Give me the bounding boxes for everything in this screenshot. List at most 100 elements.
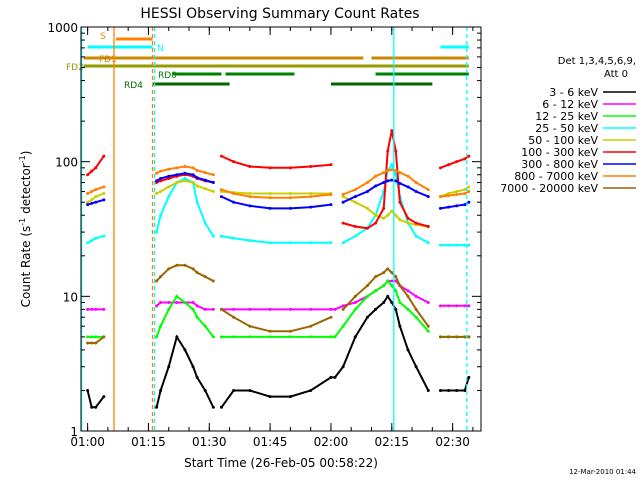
series-point <box>406 294 410 298</box>
series-point <box>102 192 106 196</box>
series-point <box>195 375 199 379</box>
series-point <box>203 221 207 225</box>
series-point <box>86 200 90 204</box>
series-point <box>288 196 292 200</box>
series-point <box>94 307 98 311</box>
series-point <box>86 192 90 196</box>
series-point <box>329 335 333 339</box>
series-point <box>455 335 459 339</box>
series-point <box>463 192 467 196</box>
series-point <box>406 307 410 311</box>
series-point <box>382 206 386 210</box>
series-point <box>309 388 313 392</box>
series-point <box>102 307 106 311</box>
series-point <box>438 335 442 339</box>
series-point <box>191 300 195 304</box>
series-point <box>167 185 171 189</box>
series-point <box>159 213 163 217</box>
series-point <box>353 200 357 204</box>
series-point <box>467 304 471 308</box>
series-point <box>195 176 199 180</box>
series-point <box>268 166 272 170</box>
legend-label: 7000 - 20000 keV <box>500 182 598 195</box>
series-point <box>365 284 369 288</box>
series-point <box>90 307 94 311</box>
series-point <box>268 241 272 245</box>
series-point <box>341 221 345 225</box>
series-point <box>353 294 357 298</box>
y-tick-label: 1000 <box>47 21 78 35</box>
series-point <box>341 200 345 204</box>
series-point <box>195 271 199 275</box>
series-point <box>248 195 252 199</box>
series-point <box>438 206 442 210</box>
series-point <box>155 405 159 409</box>
series-point <box>159 300 163 304</box>
series-point <box>167 174 171 178</box>
series-point <box>102 335 106 339</box>
series-point <box>414 365 418 369</box>
series-point <box>175 335 179 339</box>
y-tick-label: 100 <box>55 156 78 170</box>
series-point <box>191 307 195 311</box>
series-point <box>94 236 98 240</box>
series-point <box>90 169 94 173</box>
series-point <box>365 181 369 185</box>
y-tick-label: 10 <box>63 290 78 304</box>
x-tick-label: 01:45 <box>253 435 288 449</box>
series-point <box>191 166 195 170</box>
legend-label: 800 - 7000 keV <box>514 170 598 183</box>
series-point <box>175 263 179 267</box>
series-point <box>438 195 442 199</box>
series-point <box>426 329 430 333</box>
series-point <box>191 173 195 177</box>
series-point <box>309 335 313 339</box>
legend-label: 50 - 100 keV <box>528 134 598 147</box>
legend-label: 3 - 6 keV <box>549 86 598 99</box>
series-point <box>398 324 402 328</box>
series-point <box>219 405 223 409</box>
series-point <box>390 271 394 275</box>
chart-title: HESSI Observing Summary Count Rates <box>140 6 419 22</box>
series-point <box>398 200 402 204</box>
series-point <box>455 304 459 308</box>
plot-frame <box>80 26 482 432</box>
series-point <box>183 300 187 304</box>
series-point <box>353 307 357 311</box>
series-point <box>248 307 252 311</box>
timestamp: 12-Mar-2010 01:44 <box>569 468 636 476</box>
series-point <box>447 194 451 198</box>
series-point <box>90 341 94 345</box>
series-point <box>374 275 378 279</box>
series-point <box>90 405 94 409</box>
series-point <box>155 230 159 234</box>
flag-bar-label: FD2 <box>66 63 84 73</box>
series-point <box>155 335 159 339</box>
series-point <box>232 335 236 339</box>
x-tick-label: 02:15 <box>374 435 409 449</box>
series-point <box>455 193 459 197</box>
series-point <box>94 341 98 345</box>
series-point <box>167 167 171 171</box>
series-point <box>394 168 398 172</box>
series-point <box>183 165 187 169</box>
series-point <box>447 304 451 308</box>
series-point <box>288 206 292 210</box>
series-point <box>467 243 471 247</box>
series-point <box>447 388 451 392</box>
flag-bar-label: S <box>100 32 106 42</box>
series-point <box>390 209 394 213</box>
series-point <box>159 190 163 194</box>
series-point <box>175 181 179 185</box>
x-axis-label: Start Time (26-Feb-05 00:58:22) <box>184 456 378 470</box>
series-point <box>211 234 215 238</box>
series-point <box>232 307 236 311</box>
series-point <box>288 335 292 339</box>
series-point <box>211 181 215 185</box>
legend-label: 300 - 800 keV <box>521 158 598 171</box>
series-point <box>390 168 394 172</box>
series-point <box>86 335 90 339</box>
series-point <box>155 192 159 196</box>
series-point <box>309 241 313 245</box>
series-point <box>183 348 187 352</box>
